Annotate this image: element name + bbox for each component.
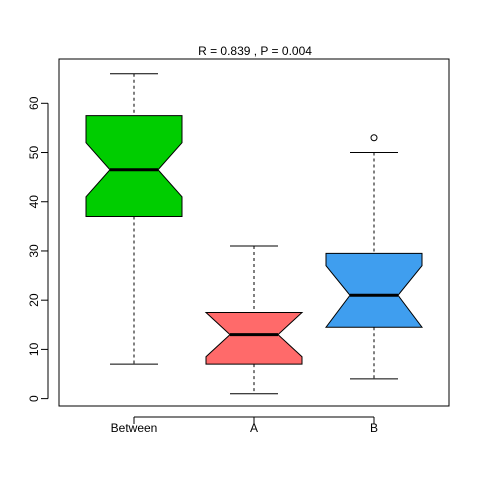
x-tick-label: A <box>250 421 258 435</box>
box-between <box>85 73 183 365</box>
chart-title: R = 0.839 , P = 0.004 <box>198 44 312 58</box>
plot-frame <box>58 58 450 407</box>
box-b <box>324 134 424 380</box>
x-axis: Between A B <box>111 416 378 435</box>
y-tick-label: 40 <box>27 195 41 209</box>
boxes <box>85 73 424 395</box>
y-tick-label: 50 <box>27 146 41 160</box>
box-a <box>204 245 304 395</box>
x-tick-label: B <box>370 421 378 435</box>
y-tick-label: 10 <box>27 342 41 356</box>
y-axis: 0 10 20 30 40 50 60 <box>27 96 49 402</box>
y-tick-label: 0 <box>27 395 41 402</box>
box-body <box>85 115 183 218</box>
y-tick-label: 30 <box>27 244 41 258</box>
outlier-point <box>370 134 378 142</box>
x-tick-label: Between <box>111 421 158 435</box>
y-tick-label: 60 <box>27 96 41 110</box>
box-body <box>204 311 304 365</box>
y-tick-label: 20 <box>27 293 41 307</box>
box-body <box>324 252 424 328</box>
